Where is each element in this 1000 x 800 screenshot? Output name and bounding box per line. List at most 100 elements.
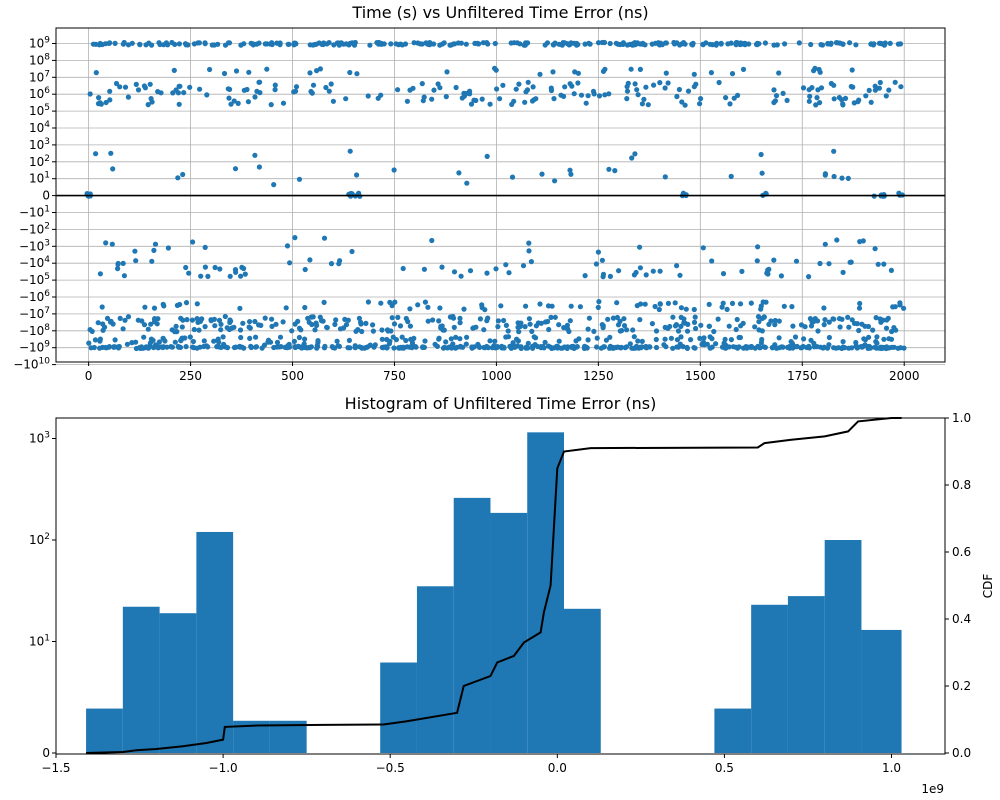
scatter-point xyxy=(395,42,402,48)
scatter-point xyxy=(709,258,715,264)
scatter-point xyxy=(533,335,539,341)
scatter-point xyxy=(196,327,202,333)
scatter-point xyxy=(662,85,668,91)
scatter-point xyxy=(343,96,349,102)
scatter-point xyxy=(846,345,852,351)
scatter-point xyxy=(457,336,463,342)
scatter-point xyxy=(537,71,543,77)
scatter-point xyxy=(815,87,821,93)
scatter-point xyxy=(436,335,442,341)
bottom-y-tick-label: 102 xyxy=(29,532,50,547)
scatter-point xyxy=(487,338,493,344)
scatter-point xyxy=(303,344,309,351)
scatter-point xyxy=(227,319,233,326)
scatter-point xyxy=(267,41,273,47)
histogram-bar xyxy=(86,708,123,753)
scatter-point xyxy=(141,322,148,328)
scatter-point xyxy=(814,95,820,101)
scatter-point xyxy=(759,328,765,334)
scatter-point xyxy=(857,300,863,307)
histogram-bar xyxy=(824,540,862,753)
scatter-point xyxy=(568,303,574,309)
scatter-point xyxy=(824,345,831,351)
scatter-point xyxy=(552,314,558,320)
scatter-point xyxy=(729,300,736,306)
scatter-point xyxy=(302,304,308,311)
scatter-point xyxy=(637,66,644,72)
scatter-point xyxy=(237,305,243,311)
scatter-point xyxy=(403,315,409,322)
scatter-point xyxy=(180,317,186,323)
scatter-point xyxy=(881,336,887,342)
scatter-point xyxy=(637,265,644,271)
scatter-point xyxy=(707,41,713,47)
scatter-point xyxy=(602,66,608,72)
scatter-point xyxy=(328,81,334,87)
histogram-bar xyxy=(714,708,752,753)
scatter-point xyxy=(556,338,562,344)
scatter-point xyxy=(530,345,536,351)
scatter-point xyxy=(209,42,215,48)
scatter-point xyxy=(307,70,313,76)
scatter-point xyxy=(133,81,139,87)
scatter-point xyxy=(246,69,252,75)
scatter-point xyxy=(630,41,636,47)
scatter-point xyxy=(479,304,485,311)
scatter-point xyxy=(97,336,103,342)
scatter-point xyxy=(692,314,698,320)
scatter-point xyxy=(379,327,385,333)
scatter-point xyxy=(120,260,126,266)
scatter-point xyxy=(215,336,221,342)
scatter-point xyxy=(606,166,612,172)
scatter-point xyxy=(284,345,290,351)
histogram-bar xyxy=(490,512,528,753)
scatter-point xyxy=(525,340,531,346)
scatter-point xyxy=(291,338,297,344)
scatter-point xyxy=(567,81,573,87)
scatter-point xyxy=(772,98,779,104)
scatter-point xyxy=(817,100,823,106)
scatter-point xyxy=(701,335,707,341)
scatter-point xyxy=(268,102,274,108)
scatter-point xyxy=(665,80,671,86)
scatter-point xyxy=(865,345,871,351)
scatter-point xyxy=(596,299,602,305)
scatter-point xyxy=(677,42,683,48)
scatter-point xyxy=(526,248,532,254)
scatter-point xyxy=(252,318,258,325)
scatter-point xyxy=(745,344,752,350)
scatter-point xyxy=(448,336,454,342)
top-y-tick-label: 107 xyxy=(29,69,50,84)
scatter-point xyxy=(629,155,635,161)
scatter-point xyxy=(657,268,663,274)
scatter-point xyxy=(323,84,329,91)
scatter-point xyxy=(146,40,152,46)
scatter-point xyxy=(218,321,224,327)
scatter-point xyxy=(766,266,772,272)
scatter-point xyxy=(895,345,901,351)
scatter-point xyxy=(253,334,259,340)
scatter-point xyxy=(165,245,171,251)
scatter-point xyxy=(630,327,636,333)
scatter-point xyxy=(252,152,258,158)
scatter-point xyxy=(380,345,386,351)
scatter-point xyxy=(183,344,189,350)
scatter-point xyxy=(837,324,843,330)
scatter-point xyxy=(611,345,617,351)
scatter-point xyxy=(851,320,858,326)
scatter-point xyxy=(697,101,703,107)
scatter-point xyxy=(719,304,725,310)
scatter-point xyxy=(86,340,92,346)
scatter-point xyxy=(296,334,302,341)
scatter-point xyxy=(875,261,881,267)
scatter-point xyxy=(137,42,143,48)
scatter-point xyxy=(434,343,440,349)
scatter-point xyxy=(683,306,689,312)
scatter-point xyxy=(172,339,178,345)
scatter-point xyxy=(183,264,189,271)
scatter-point xyxy=(241,345,247,351)
scatter-point xyxy=(821,305,827,311)
scatter-point xyxy=(156,339,162,345)
scatter-point xyxy=(506,270,512,276)
